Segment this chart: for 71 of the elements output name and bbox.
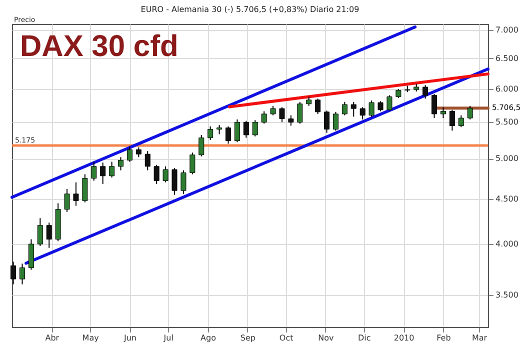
y-tick-label: 5.000 [496,154,518,164]
x-tick-label: Nov [318,334,334,342]
candlestick [270,105,276,116]
candlestick [10,261,16,285]
candlestick [432,94,438,119]
candlestick [162,166,168,183]
x-tick-label: Mar [472,334,488,342]
candlestick [28,238,34,270]
x-tick-label: Jun [122,334,136,342]
x-tick-label: Abr [45,334,60,342]
x-tick-label: May [82,334,100,342]
x-tick-label: 2010 [394,334,414,342]
candlestick [144,150,150,171]
candlestick [378,100,384,112]
candlestick [261,110,267,124]
candlestick [91,161,97,182]
x-tick-label: Jul [162,334,174,342]
candlestick [172,167,178,196]
candlestick [126,146,132,162]
candlestick [422,84,428,100]
candlestick [467,105,473,120]
candlestick [324,110,330,134]
candlestick [440,106,446,119]
candlestick [449,109,455,132]
candlestick [396,88,402,98]
candlestick [198,134,204,157]
candlestick [82,174,88,203]
candlestick [109,161,115,178]
y-tick-label: 7.000 [496,25,518,34]
chart-title: DAX 30 cfd [20,30,178,63]
candlestick [136,146,142,158]
x-tick-label: Oct [279,334,294,342]
chart-subtitle: EURO - Alemania 30 (-) 5.706,5 (+0,83%) Diario 21:09 [140,5,360,14]
candlestick [243,120,249,138]
candlestick [64,188,70,212]
candlestick [37,218,43,246]
x-tick-label: Sep [240,334,256,342]
candlestick [208,126,214,141]
candlestick [216,124,222,135]
candlestick [297,101,303,124]
candlestick [180,170,186,194]
candlestick [19,263,25,285]
y-tick-label: 6.000 [496,84,518,94]
candlestick [252,120,258,137]
candlestick [332,111,338,132]
x-tick-label: Feb [436,334,451,342]
candlestick [225,126,231,144]
candlestick [386,94,392,112]
y-tick-label: 4.500 [496,194,518,204]
candlestick [342,101,348,116]
y-tick-label: 5.500 [496,118,518,127]
y-tick-label: 6.500 [496,54,518,63]
candlestick [315,98,321,114]
candlestick [288,114,294,126]
candlestick [154,164,160,184]
candlestick [306,96,312,106]
candlestick [350,101,356,118]
candlestick [190,152,196,175]
candlestick [73,182,79,206]
candlestick [234,118,240,143]
candlestick [118,156,124,171]
candlestick [360,106,366,120]
candlestick [458,114,464,128]
candlestick [368,100,374,118]
y-tick-label: 3.500 [496,290,518,300]
candlestick [46,222,52,248]
x-tick-label: Ago [200,334,216,342]
y-tick-label: 4.000 [496,240,518,249]
x-tick-label: Dic [358,334,371,342]
candlestick [100,162,106,184]
candlestick [279,106,285,123]
